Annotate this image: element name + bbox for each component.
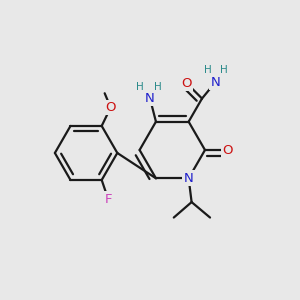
Text: H: H: [136, 82, 144, 92]
Text: F: F: [104, 193, 112, 206]
Text: N: N: [145, 92, 155, 105]
Text: H: H: [204, 65, 212, 75]
Text: O: O: [105, 101, 116, 114]
Text: H: H: [154, 82, 161, 92]
Text: N: N: [211, 76, 220, 89]
Text: H: H: [220, 65, 228, 75]
Text: N: N: [184, 172, 194, 185]
Text: O: O: [181, 76, 192, 90]
Text: O: O: [222, 143, 232, 157]
